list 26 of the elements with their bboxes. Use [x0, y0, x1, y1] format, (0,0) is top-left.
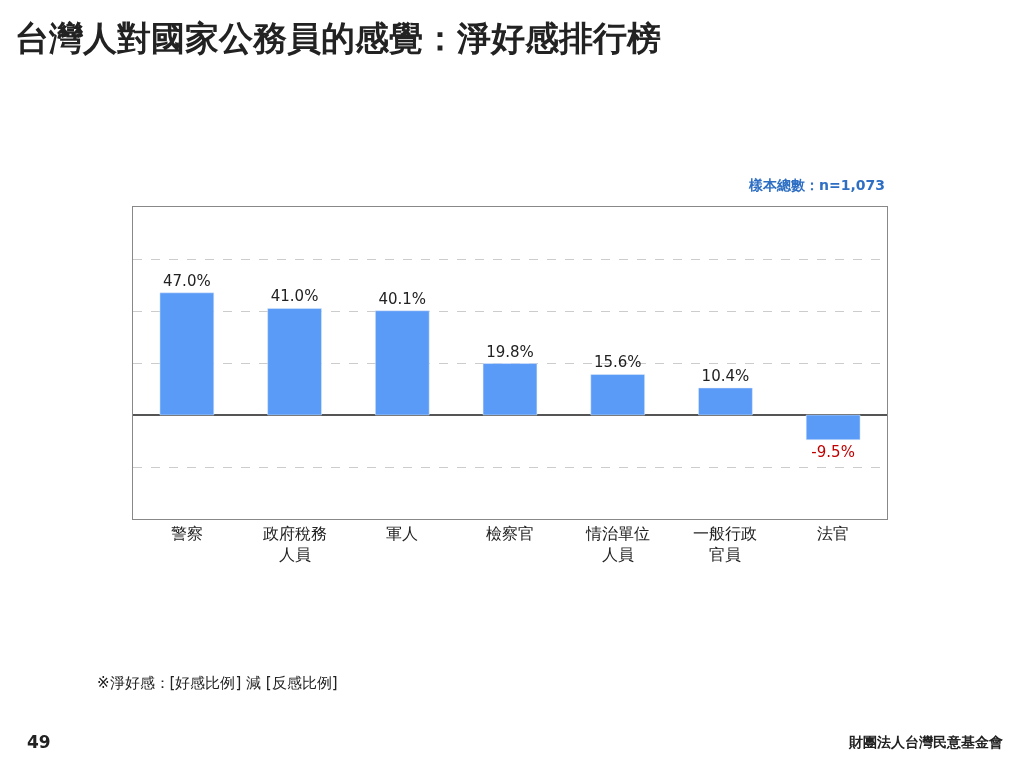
text: 財團法人台灣民意基金會: [848, 734, 1003, 750]
data-label: 47.0%: [163, 271, 211, 290]
bar: [698, 387, 753, 416]
bar: [805, 414, 861, 440]
x-tick-label: 情治單位人員: [584, 524, 650, 564]
bar: [267, 308, 322, 416]
x-tick-label: 一般行政官員: [693, 524, 758, 564]
x-tick-label: 法官: [817, 524, 850, 544]
bar: [375, 310, 430, 416]
bar: [159, 292, 215, 416]
data-label: 15.6%: [593, 353, 642, 372]
x-tick-label: 軍人: [386, 524, 419, 544]
data-label: 10.4%: [701, 366, 750, 385]
data-label: 40.1%: [378, 289, 427, 308]
chart-title: 台灣人對國家公務員的感覺：淨好感排行榜: [15, 18, 662, 59]
x-tick-label: 政府稅務人員: [262, 524, 327, 564]
text: 樣本總數：n=1,073: [748, 177, 885, 193]
data-label: 41.0%: [270, 287, 319, 306]
x-tick-label: 檢察官: [486, 524, 534, 544]
text: 49: [27, 732, 51, 752]
text: ※淨好感：[好感比例] 減 [反感比例]: [97, 674, 338, 692]
bar: [590, 374, 645, 416]
data-label: 19.8%: [486, 342, 534, 361]
data-label: -9.5%: [811, 442, 855, 461]
x-tick-label: 警察: [170, 524, 203, 544]
bar: [482, 363, 538, 416]
